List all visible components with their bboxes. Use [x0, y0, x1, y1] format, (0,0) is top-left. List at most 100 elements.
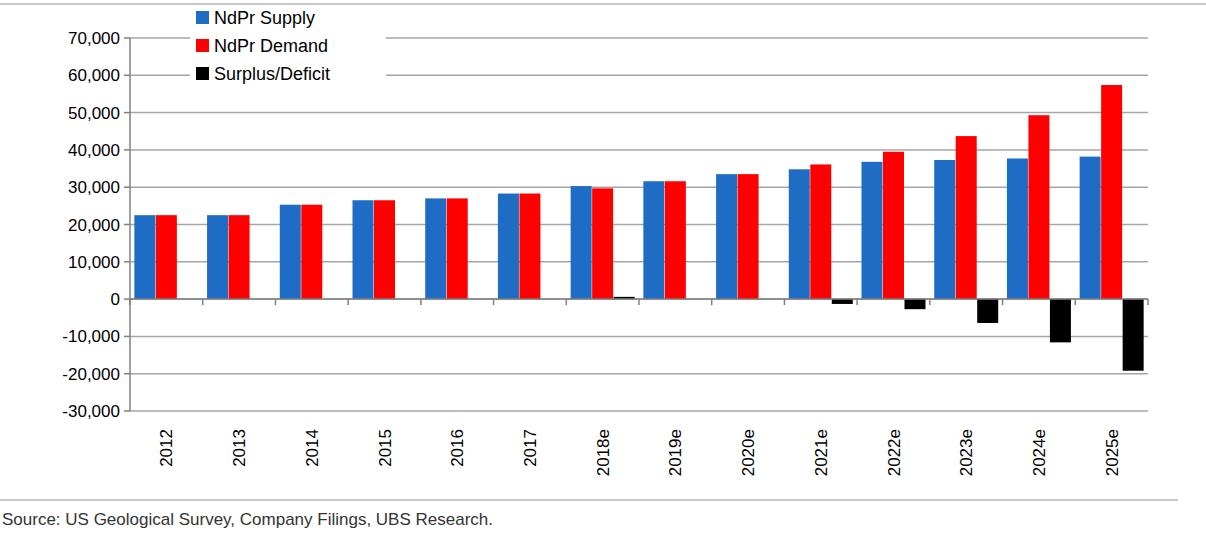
x-tick-label: 2022e [885, 429, 904, 476]
legend-label: Surplus/Deficit [214, 64, 330, 84]
x-tick-label: 2016 [448, 429, 467, 467]
y-tick [124, 336, 130, 338]
bar [1123, 299, 1144, 371]
legend-box [190, 6, 386, 88]
y-tick-label: 50,000 [68, 104, 120, 123]
y-tick [124, 149, 130, 151]
x-tick-label: 2013 [230, 429, 249, 467]
y-tick-label: 10,000 [68, 253, 120, 272]
bar [977, 299, 998, 323]
bar [498, 194, 519, 300]
y-tick-label: 60,000 [68, 66, 120, 85]
y-tick-label: 20,000 [68, 216, 120, 235]
y-tick [124, 75, 130, 77]
bar [374, 200, 395, 299]
y-tick [124, 373, 130, 375]
bar [229, 215, 250, 299]
grid-line [130, 410, 1148, 412]
y-tick-label: 30,000 [68, 178, 120, 197]
grid-line [130, 186, 1148, 188]
bar [905, 299, 926, 309]
bar [1050, 299, 1071, 342]
x-tick-label: 2019e [666, 429, 685, 476]
bar [301, 205, 322, 299]
y-tick-label: -30,000 [62, 402, 120, 421]
grid-line [130, 336, 1148, 338]
bar [447, 198, 468, 299]
y-tick [124, 298, 130, 300]
bar [519, 194, 540, 300]
x-tick-label: 2012 [157, 429, 176, 467]
category-tick [202, 299, 204, 305]
y-tick-label: 0 [111, 290, 120, 309]
category-tick [493, 299, 495, 305]
category-tick [856, 299, 858, 305]
frame-line [0, 3, 1206, 5]
bar [810, 164, 831, 299]
bar [643, 181, 664, 299]
bar [1028, 115, 1049, 299]
chart: -30,000 -20,000 -10,000 0 10,000 20,000 30,000… [0, 0, 1206, 548]
category-tick [784, 299, 786, 305]
x-tick-label: 2017 [521, 429, 540, 467]
bar [789, 169, 810, 299]
legend-label: NdPr Supply [214, 8, 315, 28]
category-tick [711, 299, 713, 305]
category-tick [1147, 299, 1149, 305]
bar [280, 205, 301, 299]
y-tick [124, 261, 130, 263]
bars [134, 85, 1143, 371]
category-tick [420, 299, 422, 305]
bar [571, 186, 592, 299]
category-tick [129, 299, 131, 305]
bar [883, 152, 904, 299]
x-tick-label: 2021e [812, 429, 831, 476]
bar [738, 174, 759, 299]
y-tick-label: 70,000 [68, 29, 120, 48]
y-tick-label: -10,000 [62, 327, 120, 346]
x-tick-label: 2025e [1103, 429, 1122, 476]
category-tick [1002, 299, 1004, 305]
x-tick-label: 2024e [1030, 429, 1049, 476]
grid-line [130, 149, 1148, 151]
bar [353, 200, 374, 299]
x-tick-label: 2018e [594, 429, 613, 476]
category-tick [347, 299, 349, 305]
bar [1101, 85, 1122, 299]
bar [156, 215, 177, 299]
bar [665, 181, 686, 299]
x-tick-label: 2023e [957, 429, 976, 476]
bar [1080, 157, 1101, 299]
x-tick-label: 2014 [303, 429, 322, 467]
y-tick [124, 112, 130, 114]
bar [592, 188, 613, 299]
y-tick [124, 224, 130, 226]
x-tick-label: 2020e [739, 429, 758, 476]
bar [1007, 158, 1028, 299]
grid-line [130, 112, 1148, 114]
category-tick [566, 299, 568, 305]
category-tick [1075, 299, 1077, 305]
y-tick [124, 410, 130, 412]
legend-label: NdPr Demand [214, 36, 328, 56]
category-tick [638, 299, 640, 305]
bar [207, 215, 228, 299]
bar [134, 215, 155, 299]
x-tick-label: 2015 [376, 429, 395, 467]
grid-line [130, 373, 1148, 375]
legend-swatch [196, 11, 209, 24]
frame-line [0, 499, 1178, 501]
bar [425, 198, 446, 299]
y-tick-label: -20,000 [62, 365, 120, 384]
y-tick-label: 40,000 [68, 141, 120, 160]
legend-swatch [196, 67, 209, 80]
legend-swatch [196, 39, 209, 52]
legend: NdPr Supply NdPr Demand Surplus/Deficit [190, 6, 386, 88]
category-tick [275, 299, 277, 305]
bar [934, 160, 955, 299]
y-tick [124, 186, 130, 188]
source-note: Source: US Geological Survey, Company Fi… [2, 510, 493, 529]
y-axis [129, 38, 131, 411]
grid [124, 38, 1148, 411]
bar [956, 136, 977, 299]
